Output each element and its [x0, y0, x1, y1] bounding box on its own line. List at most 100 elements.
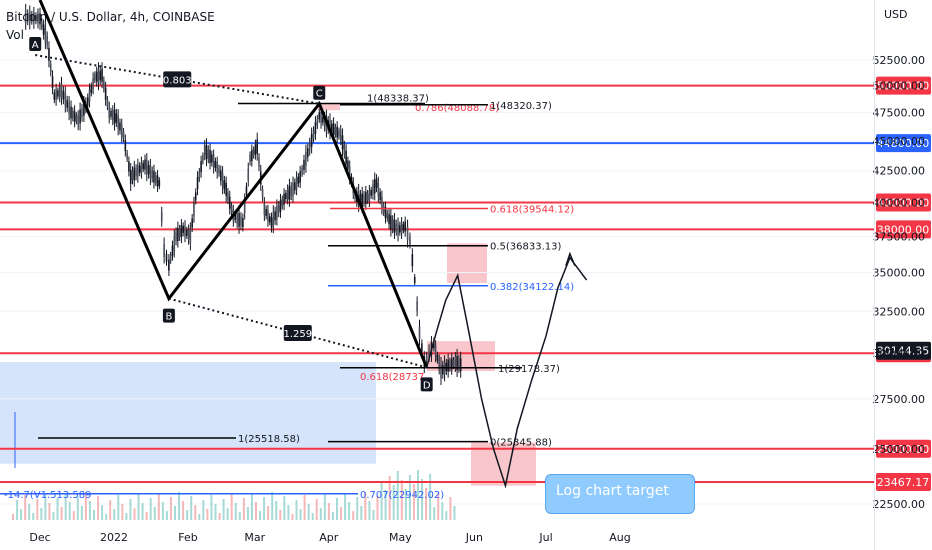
- candle-body: [28, 11, 31, 24]
- candle-body: [171, 245, 174, 256]
- candle-body: [341, 135, 344, 150]
- candle-body: [40, 21, 43, 28]
- candle-body: [37, 13, 39, 24]
- candle-body: [243, 200, 246, 214]
- level-price-tag: [876, 472, 931, 491]
- candle-body: [288, 185, 291, 200]
- candle-body: [227, 192, 229, 201]
- candle-body: [46, 35, 48, 45]
- candle-body: [33, 12, 35, 24]
- candle-body: [79, 109, 81, 124]
- candle-body: [368, 190, 371, 202]
- volume-bar: [40, 508, 43, 520]
- volume-bar: [202, 500, 205, 520]
- volume-bar: [392, 485, 395, 520]
- candle-body: [292, 183, 294, 197]
- volume-bar: [271, 492, 274, 520]
- volume-bar: [101, 505, 104, 520]
- currency-label[interactable]: USD: [884, 8, 908, 21]
- volume-label: Vol: [6, 28, 24, 42]
- candle-body: [249, 155, 251, 163]
- volume-bar: [441, 502, 444, 520]
- support-zone: [0, 362, 376, 464]
- volume-bar: [263, 497, 266, 520]
- volume-bar: [206, 509, 209, 520]
- fib-label: 0.5(36833.13): [490, 242, 562, 253]
- x-tick-label: May: [389, 531, 412, 544]
- volume-bar: [88, 501, 91, 520]
- candle-body: [133, 167, 136, 181]
- volume-bar: [157, 493, 160, 520]
- volume-bar: [12, 514, 14, 520]
- candle-body: [261, 189, 264, 198]
- candle-body: [168, 259, 170, 271]
- candle-body: [361, 193, 364, 207]
- volume-bar: [24, 495, 27, 520]
- volume-bar: [291, 514, 294, 520]
- fib-label: 0.707(22942.02): [360, 490, 444, 501]
- candle-body: [129, 169, 132, 184]
- candle-body: [293, 182, 296, 191]
- volume-bar: [250, 493, 253, 520]
- volume-bar: [319, 508, 322, 520]
- candle-body: [142, 163, 145, 170]
- candle-body: [272, 212, 275, 227]
- volume-bar: [396, 471, 399, 520]
- level-price-label: 50000.00: [877, 80, 930, 93]
- volume-bar: [421, 479, 424, 520]
- volume-bar: [72, 511, 75, 520]
- candle-body: [354, 192, 356, 199]
- candle-body: [26, 13, 29, 22]
- fib-label: 0.618(28737: [360, 372, 424, 383]
- candle-body: [60, 83, 63, 98]
- volume-bar: [360, 506, 363, 520]
- y-tick-label: 50000.00: [873, 80, 926, 93]
- candle-body: [406, 226, 409, 241]
- volume-bar: [352, 511, 355, 520]
- candle-body: [144, 159, 146, 170]
- candle-body: [388, 214, 390, 225]
- volume-bar: [303, 495, 306, 520]
- candle-body: [363, 194, 365, 203]
- y-tick-label: 47500.00: [873, 106, 926, 119]
- candle-body: [268, 216, 271, 223]
- candle-body: [128, 161, 130, 172]
- x-tick-label: Apr: [319, 531, 339, 544]
- candle-body: [440, 364, 442, 379]
- candle-body: [336, 126, 338, 138]
- candle-body: [194, 192, 197, 201]
- y-tick-label: 35000.00: [873, 266, 926, 279]
- level-price-label: 38000.00: [877, 223, 930, 236]
- candle-body: [169, 254, 172, 261]
- candle-body: [39, 13, 41, 25]
- harmonic-pattern-line: [38, 0, 429, 368]
- volume-bar: [76, 497, 79, 520]
- candle-body: [251, 150, 253, 162]
- volume-bar: [214, 504, 217, 520]
- candle-body: [276, 205, 278, 219]
- candle-body: [126, 152, 128, 159]
- volume-bar: [404, 489, 407, 520]
- candle-body: [153, 170, 155, 183]
- y-tick-label: 32500.00: [873, 305, 926, 318]
- resistance-zone: [447, 243, 487, 284]
- candle-body: [51, 76, 54, 89]
- volume-bar: [80, 506, 83, 520]
- candle-body: [53, 92, 56, 100]
- x-tick-label: Jun: [465, 531, 483, 544]
- volume-bar: [283, 496, 286, 520]
- candle-body: [307, 148, 309, 158]
- target-callout[interactable]: Log chart target: [545, 474, 695, 514]
- volume-bar: [32, 513, 35, 520]
- volume-bar: [218, 513, 221, 520]
- y-tick-label: 42500.00: [873, 165, 926, 178]
- volume-bar: [380, 481, 383, 520]
- pattern-point-label: A: [32, 40, 39, 51]
- volume-bar: [161, 502, 164, 520]
- candle-body: [245, 186, 248, 195]
- volume-bar: [400, 480, 403, 520]
- candle-body: [421, 343, 423, 352]
- volume-bar: [117, 495, 120, 520]
- candle-body: [113, 109, 116, 124]
